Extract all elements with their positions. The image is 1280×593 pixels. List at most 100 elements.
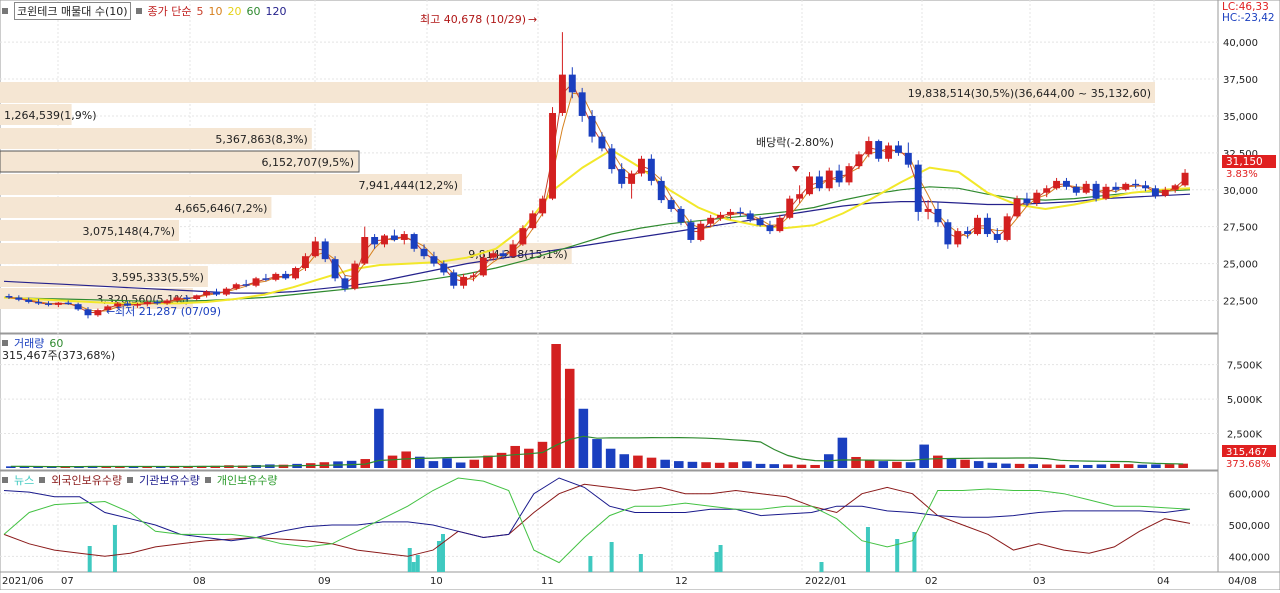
candle-body	[499, 253, 507, 257]
candle-body	[1072, 186, 1080, 193]
candle-body	[707, 217, 715, 224]
candle-body	[1171, 185, 1179, 190]
volume-tick-label: 2,500K	[1227, 430, 1263, 441]
candle-body	[1082, 183, 1090, 193]
candle-body	[133, 304, 141, 306]
news-bar	[819, 562, 824, 572]
volume-bar	[428, 461, 439, 468]
candle-body	[25, 299, 33, 302]
candle-body	[213, 291, 220, 295]
price-tick-label: 40,000	[1223, 38, 1258, 49]
volume-bar	[19, 466, 30, 468]
volume-bar	[1178, 463, 1188, 468]
candle-body	[311, 241, 319, 257]
profile-band	[0, 128, 312, 149]
profile-band-highlight	[0, 150, 360, 173]
volume-bar	[374, 408, 384, 468]
candle-body	[904, 152, 912, 165]
volume-bar	[524, 448, 534, 468]
volume-bar	[142, 466, 152, 468]
candle-body	[598, 136, 606, 149]
volume-bar	[987, 462, 998, 468]
legend-square-icon	[2, 340, 8, 346]
volume-bar	[728, 462, 739, 468]
profile-label: 1,264,539(1,9%)	[4, 109, 97, 122]
ma5-label: 5	[196, 4, 204, 18]
candle-body	[460, 276, 468, 286]
price-tick-label: 22,500	[1223, 296, 1258, 307]
news-bar	[440, 534, 445, 572]
x-tick-label: 09	[318, 576, 331, 587]
volume-bar	[115, 466, 125, 468]
news-bar	[895, 539, 900, 572]
x-tick-label: 03	[1033, 576, 1046, 587]
ma-label: 종가 단순	[147, 5, 192, 18]
candle-body	[578, 92, 586, 116]
news-bar	[588, 556, 593, 572]
candle-body	[608, 148, 616, 170]
profile-band	[0, 243, 572, 264]
candle-body	[549, 113, 556, 199]
candle-body	[766, 225, 774, 232]
holding-tick-label: 400,000	[1229, 552, 1270, 563]
candle-body	[519, 228, 527, 245]
candle-body	[440, 263, 448, 273]
candle-body	[993, 234, 1001, 240]
candle-body	[954, 231, 962, 245]
candle-body	[687, 222, 695, 240]
inst-label: 기관보유수량	[139, 474, 200, 487]
ma120-label: 120	[265, 4, 287, 18]
candle-body	[1092, 183, 1100, 199]
candle-body	[1053, 180, 1061, 189]
candle-body	[143, 301, 151, 305]
candle-body	[628, 173, 636, 184]
legend-square-icon	[127, 477, 134, 483]
lc-value: LC:46,33	[1222, 1, 1269, 13]
indicator-title[interactable]: 코윈테크 매물대 수(10)	[14, 2, 131, 20]
candle-body	[667, 200, 675, 209]
candle-body	[222, 288, 230, 295]
volume-bar	[6, 466, 16, 468]
volume-bar	[973, 461, 984, 468]
candle-body	[875, 141, 883, 159]
volume-bar	[960, 459, 970, 468]
candle-body	[262, 278, 270, 280]
volume-bar	[919, 444, 929, 468]
candle-body	[815, 176, 823, 189]
candle-body	[400, 234, 408, 240]
holding-panel[interactable]	[0, 470, 1219, 573]
candle-body	[1151, 188, 1159, 196]
volume-current-value: 315,467주(373,68%)	[2, 349, 116, 362]
candle-body	[539, 198, 547, 214]
candle-body	[736, 211, 744, 214]
legend-square-icon	[39, 477, 46, 483]
profile-band	[0, 266, 208, 287]
candle-body	[15, 297, 23, 300]
profile-band	[0, 220, 180, 241]
foreign-label: 외국인보유수량	[51, 474, 123, 487]
volume-bar	[1110, 463, 1120, 468]
volume-panel[interactable]	[0, 333, 1219, 471]
price-tick-label: 27,500	[1223, 223, 1258, 234]
volume-bar	[1001, 463, 1011, 468]
candle-body	[588, 115, 596, 137]
candle-body	[677, 208, 685, 223]
inst-holding-line	[3, 477, 1191, 542]
candle-body	[193, 295, 201, 299]
volume-bar	[60, 466, 71, 468]
candle-body	[74, 304, 82, 310]
ma120-line	[3, 193, 1191, 294]
volume-legend: 거래량 60	[2, 335, 63, 351]
candle-body	[242, 284, 250, 286]
news-bar	[912, 532, 917, 572]
news-bar	[638, 554, 643, 572]
candle-body	[618, 169, 626, 184]
price-tick-label: 32,500	[1223, 149, 1258, 160]
volume-tick-label: 5,000K	[1227, 395, 1263, 406]
candle-body	[430, 256, 438, 264]
news-bar	[407, 548, 412, 572]
candle-body	[45, 303, 52, 305]
current-price: 31,150	[1226, 156, 1263, 168]
